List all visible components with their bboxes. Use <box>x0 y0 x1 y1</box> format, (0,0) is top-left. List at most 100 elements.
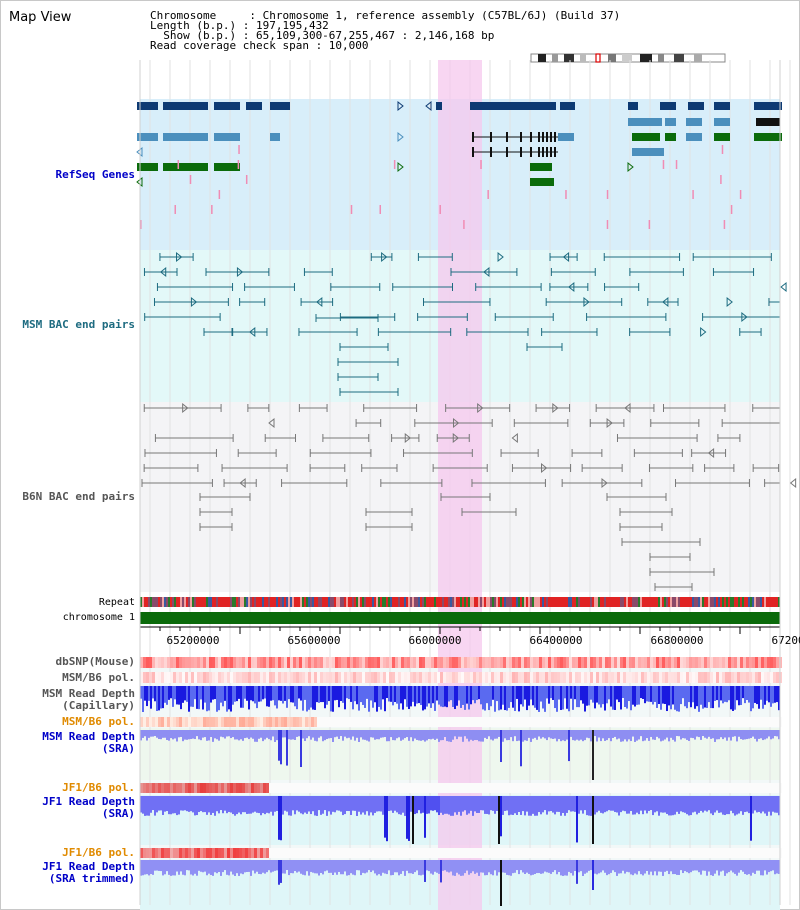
jf1-trimmed-depth-bar <box>296 860 298 873</box>
msm-capillary-depth-bar <box>508 686 510 708</box>
msm-capillary-depth-bar <box>244 686 246 699</box>
msm-sra-depth-bar <box>178 730 180 738</box>
msm-capillary-depth-bar <box>560 686 562 711</box>
msm-capillary-depth-bar <box>212 686 214 700</box>
msm-b6-pol2-cell <box>632 717 635 727</box>
dbsnp-cell <box>194 657 197 668</box>
dbsnp-cell <box>227 657 230 668</box>
dbsnp-cell <box>263 657 266 668</box>
msm-b6-pol-cell <box>662 672 665 683</box>
jf1-b6-pol2-cell <box>776 848 779 858</box>
msm-capillary-depth-bar <box>428 686 430 704</box>
msm-sra-depth-bar <box>210 730 212 738</box>
msm-sra-depth-bar <box>650 730 652 737</box>
dbsnp-cell <box>497 657 500 668</box>
jf1-trimmed-depth-bar <box>436 860 438 873</box>
jf1-sra-depth-bar <box>272 796 274 816</box>
refseq-minor-mark <box>648 220 651 229</box>
dbsnp-cell <box>500 657 503 668</box>
jf1-trimmed-depth-bar <box>762 860 764 876</box>
repeat-element <box>290 597 292 607</box>
chromosome-ideogram[interactable] <box>528 52 728 64</box>
msm-b6-pol2-cell <box>368 717 371 727</box>
jf1-trimmed-depth-bar <box>530 860 532 876</box>
track-label-b6n-bac[interactable]: B6N BAC end pairs <box>22 490 135 503</box>
msm-capillary-depth-bar <box>590 686 592 700</box>
jf1-b6-pol-cell <box>170 783 173 793</box>
gene-arrow <box>182 402 189 414</box>
msm-sra-depth-bar <box>736 730 738 742</box>
jf1-sra-depth-bar <box>408 796 410 841</box>
msm-capillary-depth-bar <box>712 686 714 709</box>
msm-sra-depth-bar <box>176 730 178 742</box>
msm-b6-pol-cell <box>425 672 428 683</box>
msm-capillary-depth-bar <box>486 686 488 704</box>
msm-b6-pol2-cell <box>734 717 737 727</box>
jf1-sra-depth-bar <box>142 796 144 814</box>
msm-b6-pol2-cell <box>455 717 458 727</box>
msm-b6-pol-cell <box>413 672 416 683</box>
jf1-trimmed-depth-bar <box>694 860 696 871</box>
jf1-trimmed-depth-bar <box>180 860 182 872</box>
jf1-trimmed-depth-bar <box>238 860 240 876</box>
jf1-sra-depth-bar <box>308 796 310 812</box>
repeat-element <box>162 597 164 607</box>
msm-capillary-depth-bar <box>160 686 162 709</box>
jf1-b6-pol-cell <box>467 783 470 793</box>
repeat-element <box>284 597 286 607</box>
msm-b6-pol-cell <box>533 672 536 683</box>
gene-arrow <box>397 131 404 143</box>
repeat-element <box>680 597 682 607</box>
msm-sra-depth-bar <box>516 730 518 742</box>
dbsnp-cell <box>365 657 368 668</box>
track-label-msm-bac[interactable]: MSM BAC end pairs <box>22 318 135 331</box>
msm-b6-pol2-cell <box>443 717 446 727</box>
jf1-b6-pol-cell <box>482 783 485 793</box>
track-label-msm-b6-pol-2: MSM/B6 pol. <box>62 715 135 728</box>
jf1-b6-pol-cell <box>365 783 368 793</box>
dbsnp-cell <box>491 657 494 668</box>
jf1-sra-depth-bar <box>298 796 300 812</box>
gene-arrow <box>236 266 244 278</box>
msm-b6-pol2-cell <box>656 717 659 727</box>
jf1-sra-depth-bar <box>346 796 348 811</box>
repeat-element <box>408 597 410 607</box>
msm-capillary-depth-bar <box>344 686 346 710</box>
dbsnp-cell <box>209 657 212 668</box>
msm-capillary-depth-bar <box>648 686 650 702</box>
jf1-sra-depth-bar <box>708 796 710 811</box>
msm-b6-pol-cell <box>611 672 614 683</box>
jf1-sra-depth-bar <box>588 796 590 816</box>
msm-sra-depth-bar <box>666 730 668 738</box>
msm-sra-depth-bar <box>390 730 392 738</box>
refseq-gene <box>754 102 782 110</box>
jf1-b6-pol2-cell <box>212 848 215 858</box>
msm-capillary-depth-bar <box>622 686 624 699</box>
dbsnp-cell <box>296 657 299 668</box>
msm-b6-pol-cell <box>332 672 335 683</box>
msm-capillary-depth-bar <box>528 686 530 706</box>
msm-b6-pol-cell <box>416 672 419 683</box>
msm-b6-pol2-cell <box>590 717 593 727</box>
repeat-element <box>430 597 432 607</box>
repeat-element <box>446 597 448 607</box>
msm-b6-pol2-cell <box>296 717 299 727</box>
refseq-gene <box>754 133 782 141</box>
msm-capillary-depth-bar <box>250 686 252 701</box>
jf1-b6-pol-cell <box>515 783 518 793</box>
msm-b6-pol-cell <box>491 672 494 683</box>
msm-capillary-depth-bar <box>686 686 688 709</box>
dbsnp-cell <box>221 657 224 668</box>
msm-sra-depth-bar <box>298 730 300 737</box>
msm-capillary-depth-bar <box>326 686 328 705</box>
dbsnp-cell <box>605 657 608 668</box>
jf1-trimmed-depth-bar <box>732 860 734 873</box>
msm-sra-depth-bar <box>558 730 560 740</box>
track-label-refseq[interactable]: RefSeq Genes <box>55 168 135 181</box>
jf1-sra-depth-bar <box>716 796 718 811</box>
msm-capillary-depth-bar <box>462 686 464 705</box>
msm-capillary-depth-bar <box>708 686 710 703</box>
jf1-trimmed-depth-bar <box>376 860 378 876</box>
jf1-b6-pol-cell <box>596 783 599 793</box>
